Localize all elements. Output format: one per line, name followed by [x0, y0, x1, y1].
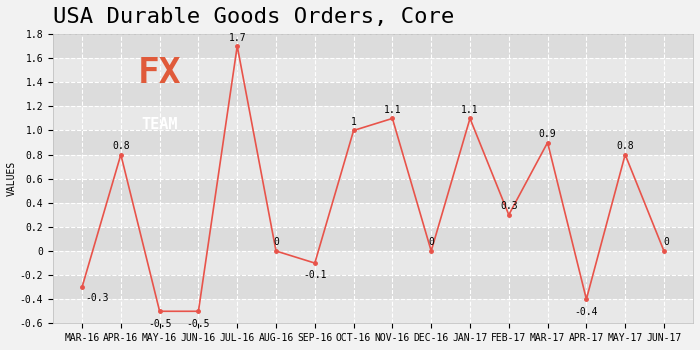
Text: 0: 0 — [664, 237, 670, 247]
Text: 1.1: 1.1 — [461, 105, 479, 115]
Text: 1.7: 1.7 — [228, 33, 246, 43]
Text: FX: FX — [138, 56, 181, 90]
Text: 0: 0 — [273, 237, 279, 247]
Text: -0.5: -0.5 — [187, 318, 210, 329]
Text: 0.8: 0.8 — [617, 141, 634, 151]
Y-axis label: VALUES: VALUES — [7, 161, 17, 196]
Bar — [53, 179, 693, 203]
Text: TEAM: TEAM — [141, 118, 178, 133]
Bar — [53, 82, 693, 106]
Text: 1.1: 1.1 — [384, 105, 401, 115]
Bar — [53, 155, 693, 179]
Bar — [53, 227, 693, 251]
Text: -0.5: -0.5 — [148, 318, 172, 329]
Text: 0.9: 0.9 — [539, 129, 556, 139]
Text: 0.3: 0.3 — [500, 201, 517, 211]
Bar — [53, 34, 693, 58]
Text: -0.4: -0.4 — [575, 307, 598, 316]
Bar — [53, 299, 693, 323]
Bar — [53, 275, 693, 299]
Bar — [53, 203, 693, 227]
Bar — [53, 58, 693, 82]
Text: -0.3: -0.3 — [85, 293, 108, 303]
Bar — [53, 106, 693, 131]
Text: USA Durable Goods Orders, Core: USA Durable Goods Orders, Core — [53, 7, 454, 27]
Bar — [53, 131, 693, 155]
Text: -0.1: -0.1 — [303, 270, 327, 280]
Text: 0: 0 — [428, 237, 434, 247]
Text: 0.8: 0.8 — [112, 141, 130, 151]
Text: 1: 1 — [351, 117, 356, 127]
Bar — [53, 251, 693, 275]
